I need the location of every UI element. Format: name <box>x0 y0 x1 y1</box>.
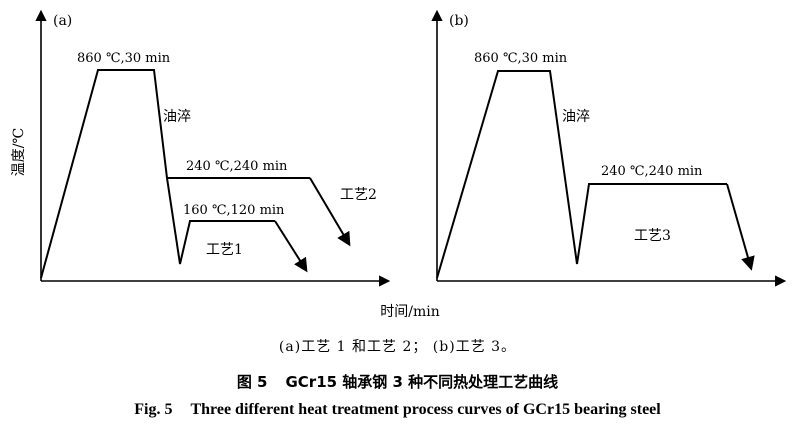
figure-number-cn: 图 5 <box>236 373 268 391</box>
figure-title-en: Three different heat treatment process c… <box>190 401 661 418</box>
figure-caption-en: Fig. 5 Three different heat treatment pro… <box>0 401 795 419</box>
panel-b-quench-label: 油淬 <box>562 109 590 125</box>
panel-a-process1-cooling-arrow <box>274 220 308 273</box>
panel-b-process3-label: 工艺3 <box>634 228 671 244</box>
figure-number-en: Fig. 5 <box>134 401 173 418</box>
panel-a-process1-label: 工艺1 <box>206 242 243 258</box>
figure-subcaption: (a)工艺 1 和工艺 2； (b)工艺 3。 <box>278 339 517 355</box>
panel-b-tag: (b) <box>449 13 469 29</box>
panel-a-temper-high-label: 240 ℃,240 min <box>186 159 288 174</box>
panel-a-quench-label: 油淬 <box>163 109 191 125</box>
panel-a-austenitize-label: 860 ℃,30 min <box>77 51 171 66</box>
panel-b-austenitize-label: 860 ℃,30 min <box>474 51 568 66</box>
panel-a-process2-cooling-arrow <box>309 177 351 247</box>
figure-title-cn: GCr15 轴承钢 3 种不同热处理工艺曲线 <box>285 373 559 391</box>
panel-a-process1-curve <box>166 177 275 265</box>
panel-b-heat-treatment-curve <box>436 70 727 279</box>
panel-b-cooling-arrow <box>726 183 755 271</box>
panel-a-temper-low-label: 160 ℃,120 min <box>183 203 285 218</box>
panel-b: (b) 860 ℃,30 min 油淬 240 ℃,240 min 工艺3 <box>431 9 787 287</box>
figure-caption-cn: 图 5 GCr15 轴承钢 3 种不同热处理工艺曲线 <box>0 371 795 392</box>
panel-b-temper-label: 240 ℃,240 min <box>601 164 703 179</box>
panel-a-tag: (a) <box>53 13 72 29</box>
y-axis-label: 温度/℃ <box>11 128 27 176</box>
panel-a-process2-label: 工艺2 <box>340 187 377 203</box>
x-axis-label: 时间/min <box>380 304 440 320</box>
panel-a-heating-curve <box>40 69 310 279</box>
panel-a: (a) 860 ℃,30 min 油淬 240 ℃,240 min 工艺2 16… <box>11 9 391 287</box>
